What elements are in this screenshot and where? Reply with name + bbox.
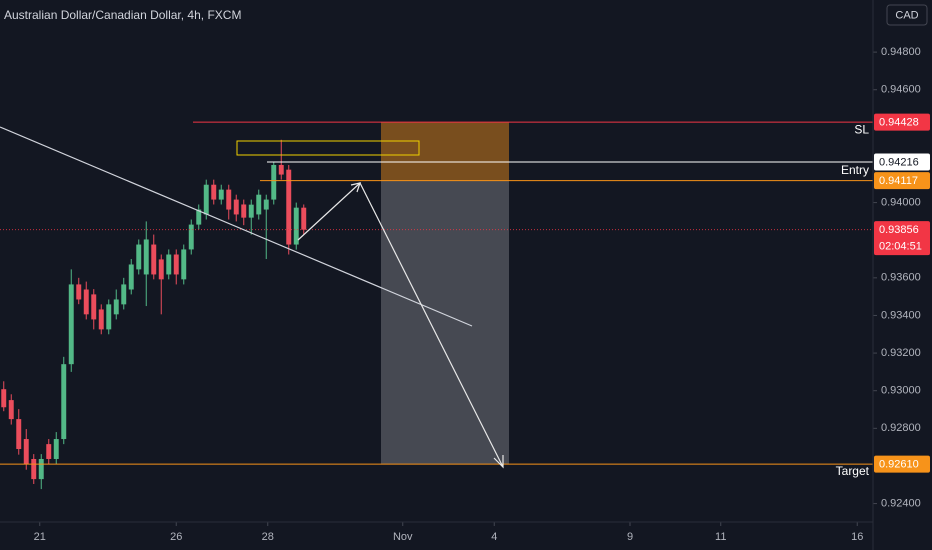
chart-title: Australian Dollar/Canadian Dollar, 4h, F… xyxy=(4,8,241,22)
candle-body xyxy=(301,207,307,230)
x-tick-label: 26 xyxy=(170,531,182,543)
plot-area: 0.94800 0.94600 0.94000 0.93600 0.93400 0.932… xyxy=(0,46,930,543)
y-tick-label: 0.93600 xyxy=(881,272,921,284)
candle-body xyxy=(61,364,67,440)
y-tick-label: 0.94000 xyxy=(881,196,921,208)
candle-body xyxy=(31,458,37,480)
candle-body xyxy=(256,194,262,215)
candle-body xyxy=(151,244,157,275)
candle-body xyxy=(166,254,172,275)
candle-body xyxy=(248,204,254,218)
risk-zone xyxy=(381,122,509,181)
candle-body xyxy=(98,309,104,330)
candle-body xyxy=(218,189,224,200)
candle-body xyxy=(293,207,299,245)
currency-box[interactable] xyxy=(886,4,928,26)
candle-body xyxy=(158,259,164,280)
reward-zone xyxy=(381,180,509,465)
candle-body xyxy=(8,400,14,420)
price-label: 0.94428 xyxy=(879,116,919,128)
price-label: 0.94117 xyxy=(879,175,918,187)
candle-body xyxy=(143,239,149,275)
candle-body xyxy=(76,284,82,300)
y-tick-label: 0.93000 xyxy=(881,385,921,397)
level-name: Entry xyxy=(841,163,869,177)
candle-body xyxy=(173,254,179,275)
x-tick-label: 11 xyxy=(715,531,726,543)
candle-body xyxy=(188,224,194,250)
zone-box xyxy=(236,140,420,156)
candle-body xyxy=(233,199,239,215)
price-label: 0.94216 xyxy=(879,156,919,168)
price-label: 0.93856 xyxy=(879,224,919,236)
y-tick-label: 0.94800 xyxy=(881,46,921,58)
candle-body xyxy=(16,419,22,450)
candle-body xyxy=(1,389,7,408)
y-tick-label: 0.92400 xyxy=(881,497,921,509)
y-tick-label: 0.92800 xyxy=(881,422,921,434)
countdown-label: 02:04:51 xyxy=(879,241,922,253)
candle-body xyxy=(271,164,277,200)
price-label-box xyxy=(874,221,930,256)
y-tick-label: 0.93400 xyxy=(881,309,921,321)
candle-body xyxy=(226,189,232,210)
x-tick-label: 21 xyxy=(34,531,46,543)
candle-body xyxy=(106,304,112,330)
arrow-head xyxy=(350,182,361,193)
price-label-box xyxy=(874,153,930,171)
price-label: 0.92610 xyxy=(879,458,919,470)
candle-body xyxy=(211,184,217,200)
candle-body xyxy=(263,199,269,210)
x-tick-label: Nov xyxy=(393,531,413,543)
candle-body xyxy=(121,284,127,305)
x-tick-label: 16 xyxy=(851,531,863,543)
currency-label[interactable]: CAD xyxy=(895,9,918,21)
candle-body xyxy=(203,184,209,215)
candle-body xyxy=(53,439,59,459)
y-tick-label: 0.94600 xyxy=(881,84,921,96)
candle-body xyxy=(83,289,89,315)
candle-body xyxy=(286,169,292,245)
candle-body xyxy=(128,264,134,290)
x-tick-label: 28 xyxy=(262,531,274,543)
price-label-box xyxy=(874,455,930,473)
candle-body xyxy=(91,294,97,320)
candle-body xyxy=(181,249,187,280)
candle-body xyxy=(23,439,29,465)
candle-body xyxy=(68,284,74,365)
candle-body xyxy=(46,444,52,459)
arrow-head xyxy=(493,455,504,469)
candle-body xyxy=(113,299,119,315)
price-label-box xyxy=(874,113,930,131)
level-name: Target xyxy=(836,464,870,478)
x-tick-label: 4 xyxy=(491,531,497,543)
trend-line xyxy=(0,126,473,327)
price-label-box xyxy=(874,172,930,190)
x-tick-label: 9 xyxy=(627,531,633,543)
candle-body xyxy=(241,204,247,218)
candle-body xyxy=(38,458,44,480)
level-name: SL xyxy=(854,122,869,136)
candle-body xyxy=(136,244,142,270)
y-tick-label: 0.93200 xyxy=(881,347,921,359)
candle-body xyxy=(196,209,202,225)
candle-body xyxy=(278,164,284,175)
